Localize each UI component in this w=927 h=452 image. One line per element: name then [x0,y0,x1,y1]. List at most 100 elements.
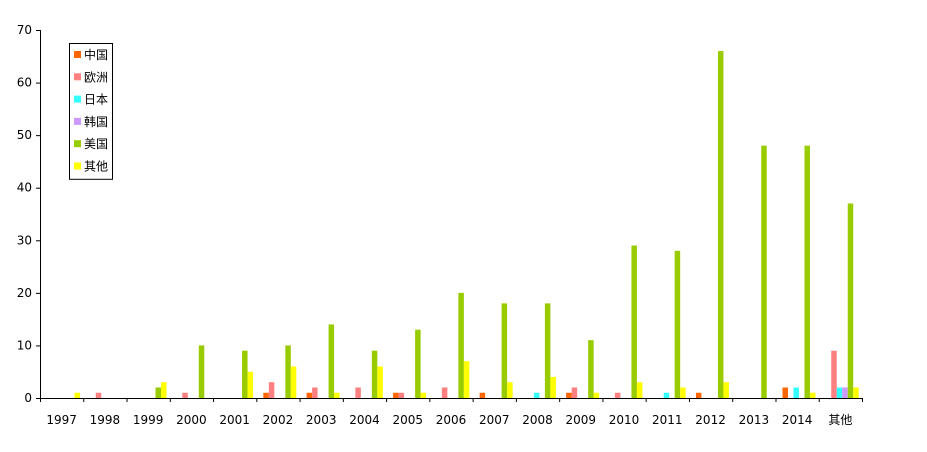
bar [842,387,848,398]
x-tick-label: 1999 [133,413,164,427]
x-tick-label: 2001 [219,413,250,427]
legend-swatch [74,95,81,103]
x-tick-label: 2004 [349,413,380,427]
bar [723,382,729,398]
legend-label: 欧洲 [84,70,108,84]
bar [501,303,508,398]
x-tick-label: 2014 [782,413,813,427]
bar [268,382,275,398]
legend-label: 其他 [84,160,108,174]
bar [290,366,297,398]
x-tick-label: 2013 [739,413,770,427]
bar [782,387,788,398]
y-tick-label: 10 [17,338,32,352]
bar [161,382,167,398]
bar [550,376,556,398]
legend-swatch [74,117,81,125]
bar [95,392,102,398]
bar [831,350,837,398]
bar [371,350,378,398]
legend-label: 日本 [84,93,108,107]
bar [836,387,843,398]
bar [571,387,578,398]
bar [312,387,318,398]
bar [717,51,724,399]
legend-swatch [74,51,81,58]
bar [631,245,637,398]
bar [306,392,313,398]
bar [663,392,670,398]
x-tick-label: 2003 [306,413,337,427]
x-tick-label: 2002 [263,413,294,427]
legend-swatch [74,140,81,148]
bar [793,387,799,398]
bar [614,392,621,398]
bar [566,392,572,398]
y-tick-label: 0 [24,391,32,405]
y-tick-label: 40 [17,181,32,195]
y-tick-label: 50 [17,128,32,142]
bar [761,145,767,398]
bar [809,392,816,398]
bar [463,361,470,398]
bar [155,387,162,398]
y-ticks-group: 0 10 20 30 40 50 60 70 [17,23,40,405]
bar [285,345,291,398]
bar [328,324,335,398]
bar [242,350,248,398]
x-ticks-group: 1997 1998 1999 2000 2001 2002 2003 2004 2005 2006… [40,398,863,427]
bars-group [74,51,859,399]
bar [393,392,399,398]
bar [588,340,594,398]
x-tick-label: 2009 [566,413,597,427]
y-tick-label: 20 [17,286,32,300]
bar [263,392,269,398]
bar [804,145,810,398]
bar [674,250,681,398]
x-tick-label: 2006 [436,413,467,427]
bar [636,382,643,398]
bar [355,387,361,398]
bar [695,392,702,398]
bar [415,329,421,398]
bar [420,392,427,398]
axes-group [40,30,862,399]
y-tick-label: 70 [17,23,32,37]
x-tick-label: 1997 [46,413,77,427]
x-tick-label: 1998 [90,413,121,427]
bar [544,303,551,398]
x-tick-label: 2000 [176,413,207,427]
bar [398,392,405,398]
bar [198,345,205,398]
x-tick-label: 2012 [695,413,726,427]
bar [74,392,80,398]
bar [334,392,340,398]
x-tick-label: 2007 [479,413,510,427]
y-tick-label: 30 [17,233,32,247]
legend-box [69,43,113,180]
legend-swatch [74,73,81,81]
bar [507,382,513,398]
bar [533,392,540,398]
legend-label: 韩国 [84,114,108,129]
bar [847,203,854,398]
x-tick-label: 其他 [828,413,852,427]
bar [441,387,448,398]
x-tick-label: 2005 [392,413,423,427]
x-tick-label: 2011 [652,413,683,427]
bar [377,366,383,398]
bar [680,387,686,398]
legend-swatch [74,162,81,170]
y-tick-label: 60 [17,76,32,90]
legend-label: 中国 [84,47,108,62]
bar [853,387,859,398]
x-tick-label: 2010 [609,413,640,427]
bar [593,392,600,398]
bar [458,292,464,398]
x-tick-label: 2008 [522,413,553,427]
bar [247,371,254,398]
bar [479,392,486,398]
bar [182,392,188,398]
